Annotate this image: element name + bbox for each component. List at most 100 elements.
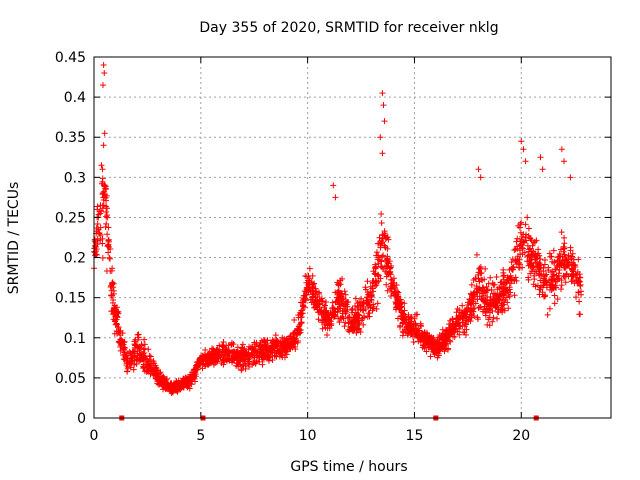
data-point bbox=[326, 320, 333, 327]
data-point bbox=[567, 244, 574, 251]
x-tick-label: 10 bbox=[299, 428, 317, 444]
data-point bbox=[267, 344, 274, 351]
data-point bbox=[575, 277, 582, 284]
data-point bbox=[286, 340, 293, 347]
data-point-spike bbox=[558, 146, 565, 153]
data-point bbox=[525, 252, 532, 259]
data-point bbox=[408, 318, 415, 325]
data-point bbox=[313, 302, 320, 309]
data-point bbox=[171, 386, 178, 393]
data-point bbox=[427, 353, 434, 360]
data-point bbox=[487, 274, 494, 281]
data-point bbox=[336, 319, 343, 326]
data-point bbox=[401, 307, 408, 314]
data-point bbox=[448, 331, 455, 338]
data-point bbox=[304, 277, 311, 284]
data-point bbox=[452, 327, 459, 334]
data-point bbox=[529, 242, 536, 249]
data-point bbox=[521, 238, 528, 245]
data-point bbox=[553, 284, 560, 291]
data-point bbox=[437, 346, 444, 353]
data-point bbox=[353, 329, 360, 336]
data-point bbox=[476, 304, 483, 311]
data-point bbox=[383, 273, 390, 280]
data-point bbox=[519, 245, 526, 252]
data-point bbox=[558, 229, 565, 236]
data-point bbox=[114, 324, 121, 331]
data-point bbox=[128, 354, 135, 361]
data-point bbox=[210, 346, 217, 353]
x-tick-label: 15 bbox=[406, 428, 424, 444]
data-point bbox=[414, 311, 421, 318]
data-point bbox=[239, 341, 246, 348]
data-point bbox=[270, 338, 277, 345]
data-point bbox=[556, 275, 563, 282]
data-point bbox=[120, 346, 127, 353]
data-point bbox=[135, 334, 142, 341]
data-point bbox=[497, 291, 504, 298]
data-point bbox=[478, 270, 485, 277]
data-points bbox=[91, 62, 585, 421]
data-point bbox=[373, 249, 380, 256]
data-point bbox=[101, 182, 108, 189]
data-point bbox=[568, 278, 575, 285]
data-point bbox=[304, 285, 311, 292]
data-point bbox=[447, 323, 454, 330]
data-point bbox=[372, 265, 379, 272]
data-point bbox=[483, 283, 490, 290]
data-point bbox=[408, 327, 415, 334]
data-point bbox=[467, 290, 474, 297]
data-point-spike bbox=[379, 90, 386, 97]
grid-lines bbox=[94, 57, 611, 418]
data-point bbox=[496, 296, 503, 303]
data-point bbox=[341, 323, 348, 330]
data-point bbox=[473, 288, 480, 295]
y-tick-label: 0.4 bbox=[64, 90, 86, 106]
data-point bbox=[452, 318, 459, 325]
data-point bbox=[200, 355, 207, 362]
data-point bbox=[468, 281, 475, 288]
data-point bbox=[515, 222, 522, 229]
data-point bbox=[399, 311, 406, 318]
data-point bbox=[262, 344, 269, 351]
data-point bbox=[111, 307, 118, 314]
data-point bbox=[246, 363, 253, 370]
data-point bbox=[148, 366, 155, 373]
data-point bbox=[206, 349, 213, 356]
data-point bbox=[199, 365, 206, 372]
data-point bbox=[560, 245, 567, 252]
data-point bbox=[306, 265, 313, 272]
data-point bbox=[543, 271, 550, 278]
data-point bbox=[287, 335, 294, 342]
data-point bbox=[138, 356, 145, 363]
data-point bbox=[388, 276, 395, 283]
data-point bbox=[319, 325, 326, 332]
data-point bbox=[318, 298, 325, 305]
axis-ticks bbox=[93, 56, 611, 419]
data-point bbox=[256, 353, 263, 360]
data-point bbox=[103, 220, 110, 227]
data-point bbox=[204, 357, 211, 364]
data-point bbox=[364, 294, 371, 301]
data-point bbox=[562, 264, 569, 271]
data-point bbox=[378, 211, 385, 218]
data-point bbox=[511, 277, 518, 284]
data-point-spike bbox=[518, 138, 525, 145]
data-point bbox=[399, 319, 406, 326]
data-point bbox=[352, 295, 359, 302]
data-point bbox=[499, 281, 506, 288]
data-point bbox=[558, 282, 565, 289]
data-point bbox=[105, 242, 112, 249]
data-point bbox=[480, 292, 487, 299]
data-point bbox=[297, 299, 304, 306]
data-point bbox=[565, 256, 572, 263]
y-tick-label: 0.15 bbox=[55, 291, 86, 307]
data-point bbox=[501, 307, 508, 314]
data-point bbox=[297, 329, 304, 336]
data-point bbox=[338, 315, 345, 322]
data-point bbox=[353, 312, 360, 319]
data-point bbox=[475, 269, 482, 276]
data-point bbox=[464, 299, 471, 306]
data-point bbox=[124, 365, 131, 372]
data-point bbox=[470, 295, 477, 302]
